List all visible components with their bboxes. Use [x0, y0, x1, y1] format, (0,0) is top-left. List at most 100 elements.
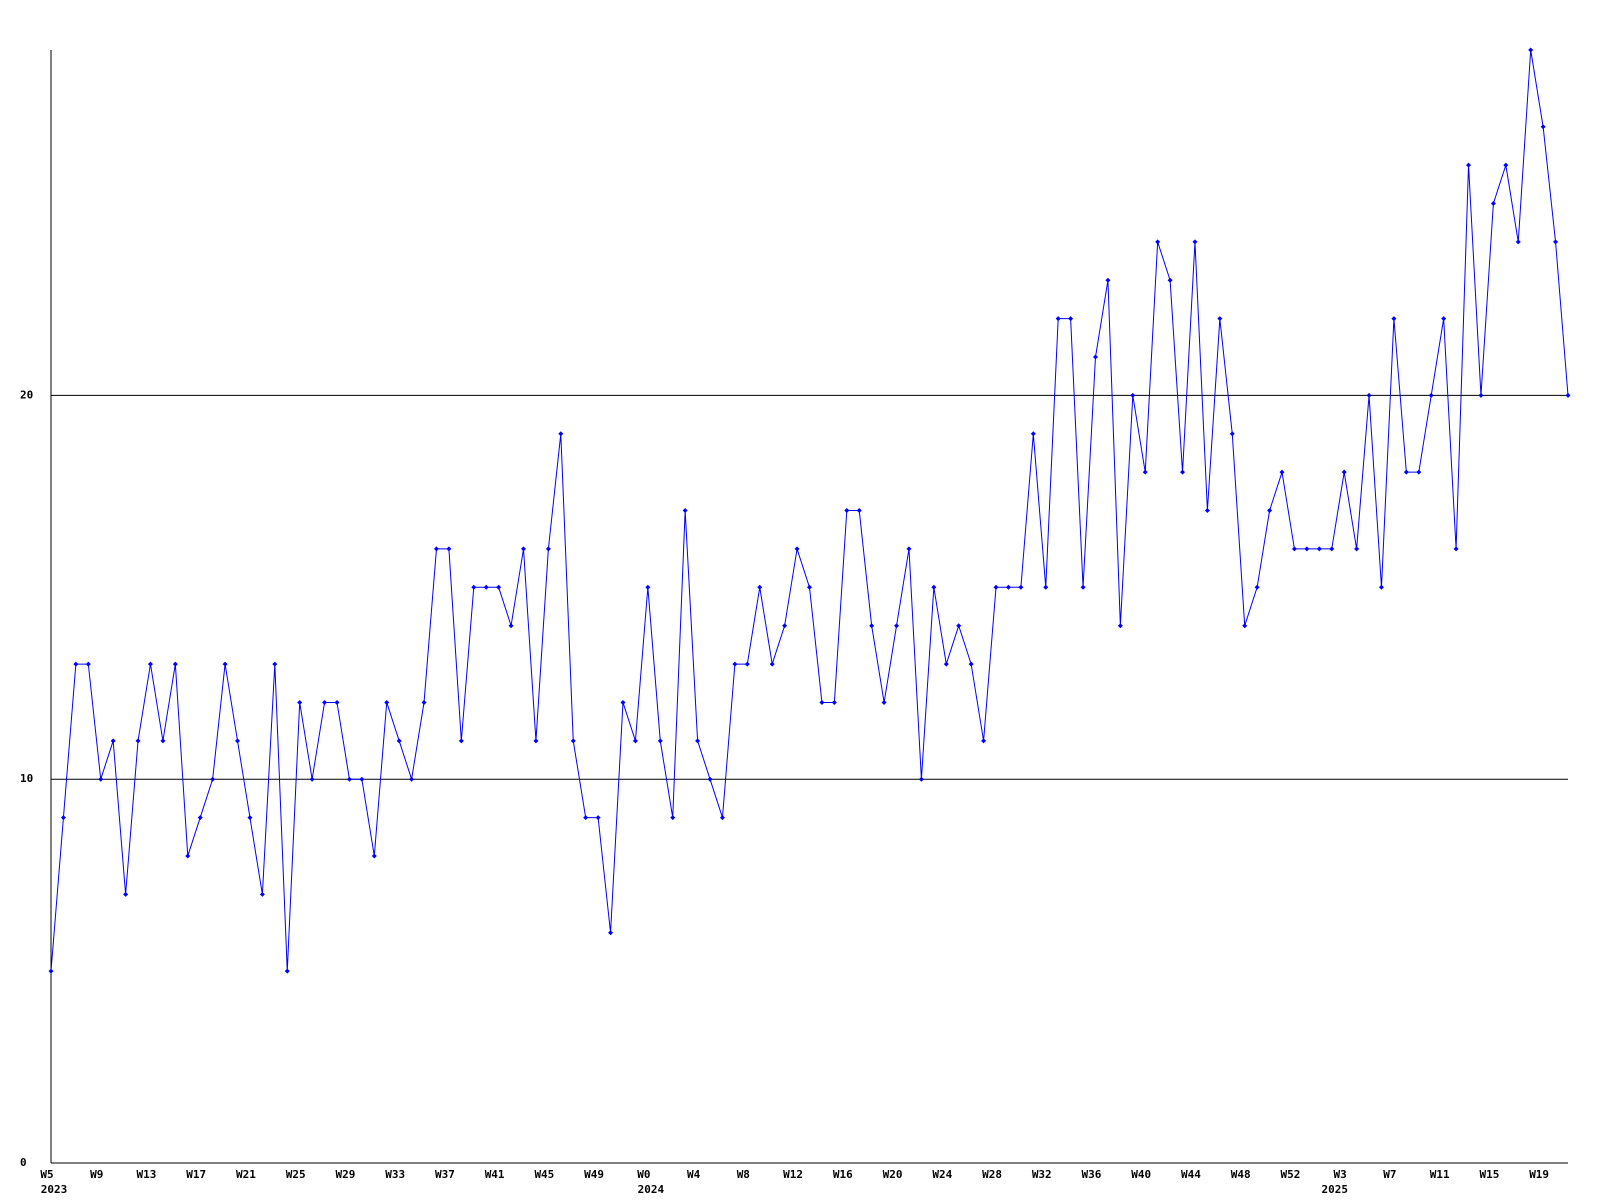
y-tick-label: 20 [20, 388, 33, 401]
data-point [570, 738, 576, 744]
data-point [60, 815, 66, 821]
data-point [695, 738, 701, 744]
x-tick-label: W12 [783, 1168, 803, 1181]
x-tick-label: W5 [40, 1168, 53, 1181]
data-point [1080, 584, 1086, 590]
data-point [1528, 47, 1534, 53]
data-point [1005, 584, 1011, 590]
data-point [1304, 546, 1310, 552]
data-point [918, 776, 924, 782]
data-point [247, 815, 253, 821]
data-point [757, 584, 763, 590]
data-point [968, 661, 974, 667]
data-point [272, 661, 278, 667]
data-point [956, 623, 962, 629]
data-point [446, 546, 452, 552]
data-point [1503, 162, 1509, 168]
data-point [1565, 392, 1571, 398]
data-point [384, 699, 390, 705]
x-tick-label: W7 [1383, 1168, 1396, 1181]
data-point [1391, 316, 1397, 322]
data-point [110, 738, 116, 744]
data-point [222, 661, 228, 667]
data-point [185, 853, 191, 859]
data-point [521, 546, 527, 552]
data-point [794, 546, 800, 552]
data-point [1553, 239, 1559, 245]
data-point [769, 661, 775, 667]
data-point [1092, 354, 1098, 360]
x-tick-label: W13 [137, 1168, 157, 1181]
data-point [558, 431, 564, 437]
data-point [1354, 546, 1360, 552]
x-tick-label: W4 [687, 1168, 701, 1181]
data-point [1155, 239, 1161, 245]
x-tick-label: W32 [1032, 1168, 1052, 1181]
data-point [396, 738, 402, 744]
data-point [1030, 431, 1036, 437]
data-point [906, 546, 912, 552]
x-tick-label: W28 [982, 1168, 1002, 1181]
data-point [98, 776, 104, 782]
x-tick-label: W3 [1334, 1168, 1347, 1181]
data-point [483, 584, 489, 590]
year-label: 2024 [638, 1183, 665, 1196]
data-point [160, 738, 166, 744]
data-point [1204, 508, 1210, 514]
data-point [496, 584, 502, 590]
data-point [1291, 546, 1297, 552]
x-tick-label: W20 [883, 1168, 903, 1181]
data-point [147, 661, 153, 667]
data-point [1279, 469, 1285, 475]
data-point [172, 661, 178, 667]
data-point [1366, 392, 1372, 398]
data-point [1018, 584, 1024, 590]
data-point [1254, 584, 1260, 590]
data-point [632, 738, 638, 744]
data-point [856, 508, 862, 514]
data-point [719, 815, 725, 821]
data-point [595, 815, 601, 821]
data-point [807, 584, 812, 590]
y-tick-label: 10 [20, 772, 33, 785]
data-point [608, 930, 614, 936]
data-point [931, 584, 937, 590]
data-point [1378, 584, 1384, 590]
data-point [309, 776, 315, 782]
data-point [1043, 584, 1049, 590]
y-tick-label: 0 [20, 1156, 27, 1169]
x-tick-label: W33 [385, 1168, 405, 1181]
data-point [259, 891, 265, 897]
data-point [1117, 623, 1123, 629]
data-point [322, 699, 328, 705]
data-point [545, 546, 551, 552]
data-point [819, 699, 825, 705]
x-tick-label: W37 [435, 1168, 455, 1181]
data-point [1478, 392, 1484, 398]
data-line [50, 49, 1569, 972]
data-point [1490, 201, 1496, 207]
data-point [1341, 469, 1347, 475]
data-point [346, 776, 352, 782]
data-point [508, 623, 514, 629]
x-tick-label: W36 [1082, 1168, 1102, 1181]
x-tick-label: W25 [286, 1168, 306, 1181]
x-tick-label: W24 [932, 1168, 952, 1181]
data-point [433, 546, 439, 552]
data-point [1192, 239, 1198, 245]
data-point [881, 699, 887, 705]
data-point [1416, 469, 1422, 475]
data-point [284, 968, 290, 974]
data-point [943, 661, 949, 667]
year-label: 2025 [1321, 1183, 1348, 1196]
data-point [1242, 623, 1248, 629]
data-point [1105, 277, 1111, 283]
x-tick-label: W41 [485, 1168, 505, 1181]
data-point [197, 815, 203, 821]
x-tick-label: W52 [1281, 1168, 1301, 1181]
data-point [458, 738, 464, 744]
data-point [471, 584, 477, 590]
data-point [1466, 162, 1472, 168]
x-tick-label: W16 [833, 1168, 853, 1181]
